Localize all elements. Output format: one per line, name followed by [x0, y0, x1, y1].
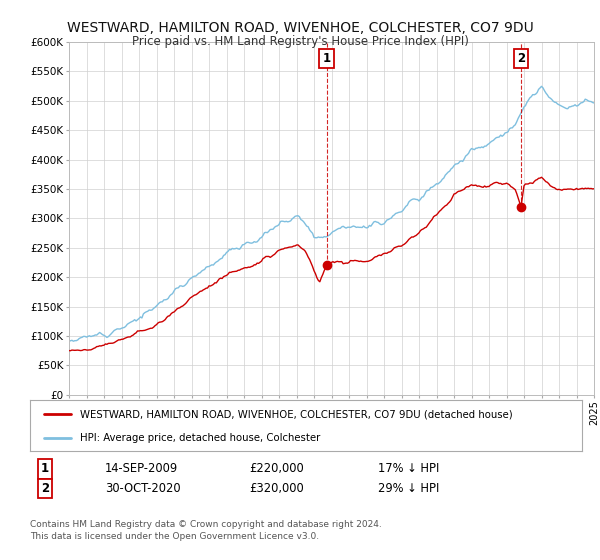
Text: 29% ↓ HPI: 29% ↓ HPI: [378, 482, 439, 495]
Text: 1: 1: [41, 462, 49, 475]
Text: HPI: Average price, detached house, Colchester: HPI: Average price, detached house, Colc…: [80, 433, 320, 443]
Text: Contains HM Land Registry data © Crown copyright and database right 2024.: Contains HM Land Registry data © Crown c…: [30, 520, 382, 529]
Text: Price paid vs. HM Land Registry's House Price Index (HPI): Price paid vs. HM Land Registry's House …: [131, 35, 469, 48]
Text: WESTWARD, HAMILTON ROAD, WIVENHOE, COLCHESTER, CO7 9DU (detached house): WESTWARD, HAMILTON ROAD, WIVENHOE, COLCH…: [80, 409, 512, 419]
Text: 2: 2: [517, 52, 525, 65]
Text: 17% ↓ HPI: 17% ↓ HPI: [378, 462, 439, 475]
Text: £220,000: £220,000: [249, 462, 304, 475]
Text: 2: 2: [41, 482, 49, 495]
Text: 1: 1: [323, 52, 331, 65]
Text: This data is licensed under the Open Government Licence v3.0.: This data is licensed under the Open Gov…: [30, 532, 319, 541]
Text: £320,000: £320,000: [249, 482, 304, 495]
Text: 14-SEP-2009: 14-SEP-2009: [105, 462, 178, 475]
Text: WESTWARD, HAMILTON ROAD, WIVENHOE, COLCHESTER, CO7 9DU: WESTWARD, HAMILTON ROAD, WIVENHOE, COLCH…: [67, 21, 533, 35]
Text: 30-OCT-2020: 30-OCT-2020: [105, 482, 181, 495]
